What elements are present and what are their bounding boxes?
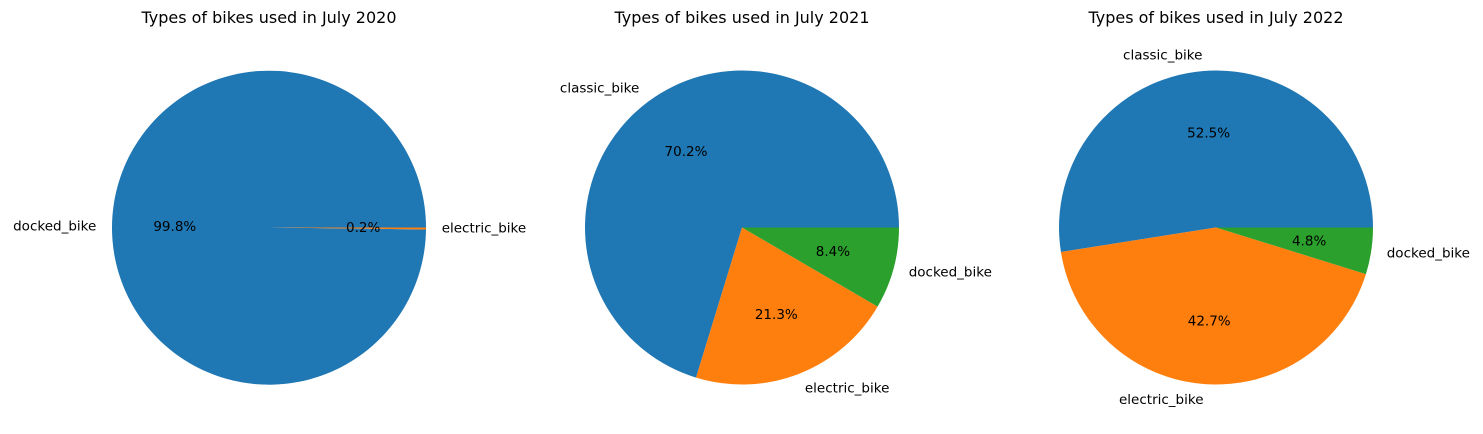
pie-slice-electric-bike	[1060, 227, 1366, 385]
slice-label-electric-bike: electric_bike	[1119, 392, 1204, 408]
percent-label-docked-bike: 4.8%	[1292, 234, 1326, 250]
slice-label-electric-bike: electric_bike	[442, 221, 527, 237]
slice-label-docked-bike: docked_bike	[1387, 245, 1470, 261]
percent-label-classic-bike: 52.5%	[1187, 126, 1230, 142]
slice-label-classic-bike: classic_bike	[1123, 47, 1202, 63]
pie-slice-electric-bike	[696, 227, 878, 385]
percent-label-electric-bike: 0.2%	[346, 220, 380, 236]
slice-label-docked-bike: docked_bike	[13, 218, 96, 234]
chart-title: Types of bikes used in July 2022	[1087, 8, 1343, 27]
pie-slice-docked-bike	[1216, 227, 1373, 275]
pie-slice-classic-bike	[585, 70, 899, 378]
pie-slice-docked-bike	[112, 70, 427, 385]
percent-label-docked-bike: 8.4%	[816, 244, 850, 260]
chart-title: Types of bikes used in July 2020	[140, 8, 396, 27]
slice-label-electric-bike: electric_bike	[805, 380, 890, 396]
percent-label-classic-bike: 70.2%	[665, 144, 708, 160]
slice-label-classic-bike: classic_bike	[560, 81, 639, 97]
percent-label-electric-bike: 21.3%	[755, 307, 798, 323]
pie-slice-classic-bike	[1059, 70, 1373, 253]
pie-slice-electric-bike	[269, 227, 427, 230]
slice-label-docked-bike: docked_bike	[909, 265, 992, 281]
percent-label-electric-bike: 42.7%	[1188, 313, 1231, 329]
chart-title: Types of bikes used in July 2021	[613, 8, 869, 27]
pie-slice-docked-bike	[742, 227, 899, 307]
percent-label-docked-bike: 99.8%	[153, 219, 196, 235]
